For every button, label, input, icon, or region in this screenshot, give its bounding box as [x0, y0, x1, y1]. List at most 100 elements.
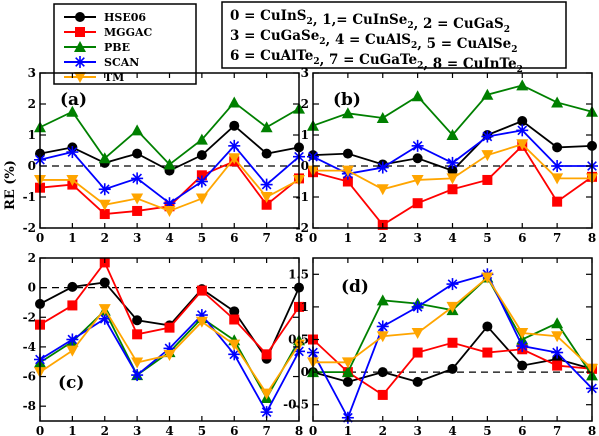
panel-label: (d): [341, 277, 369, 297]
data-point-hse06: [517, 116, 528, 127]
y-tick-label: 1: [28, 128, 36, 142]
data-point-tm: [260, 388, 273, 400]
data-point-tm: [551, 331, 564, 343]
series-line-mggac: [39, 260, 300, 356]
x-tick-label: 7: [553, 231, 561, 245]
panel-label: (c): [58, 373, 84, 393]
x-tick-label: 1: [344, 231, 352, 245]
chart-panel-a: 0 1 2 3 4 5 6 7 8 -2 -1 0 1 2 3 (a): [23, 66, 305, 245]
y-tick-label: -8: [23, 399, 36, 413]
x-tick-label: 2: [379, 231, 387, 245]
y-tick-label: 1: [301, 300, 309, 314]
x-tick-label: 3: [413, 231, 421, 245]
y-tick-label: -0.5: [283, 398, 309, 412]
x-tick-label: 4: [448, 231, 456, 245]
x-tick-label: 3: [413, 424, 421, 436]
data-point-pbe: [98, 152, 111, 164]
x-tick-label: 0: [309, 231, 317, 245]
legend-marker-scan: [74, 56, 86, 68]
y-tick-label: 2: [28, 251, 36, 265]
series-line-pbe: [39, 101, 300, 166]
data-point-tm: [195, 193, 208, 205]
legend-label-pbe: PBE: [104, 41, 130, 54]
x-tick-label: 6: [518, 231, 526, 245]
data-point-hse06: [412, 153, 423, 164]
panel-label: (b): [333, 90, 361, 110]
data-point-pbe: [228, 96, 241, 108]
x-tick-label: 8: [588, 424, 596, 436]
data-point-tm: [516, 327, 529, 339]
y-tick-label: 0: [301, 159, 309, 173]
legend-marker-tm: [74, 72, 86, 83]
x-tick-label: 8: [295, 424, 303, 436]
data-point-scan: [446, 156, 459, 169]
data-point-scan: [376, 320, 389, 333]
data-point-scan: [516, 124, 529, 137]
data-point-tm: [131, 193, 144, 205]
x-tick-label: 5: [198, 231, 206, 245]
data-point-tm: [446, 173, 459, 185]
x-tick-label: 5: [198, 424, 206, 436]
data-point-pbe: [195, 133, 208, 145]
data-point-tm: [66, 345, 79, 357]
data-point-scan: [131, 369, 144, 382]
data-point-pbe: [376, 294, 389, 306]
x-tick-label: 1: [344, 424, 352, 436]
x-tick-label: 3: [133, 231, 141, 245]
data-point-mggac: [196, 170, 207, 181]
y-tick-label: 0: [28, 281, 36, 295]
data-point-tm: [446, 301, 459, 313]
data-point-hse06: [517, 360, 528, 371]
chart-panel-d: 0 1 2 3 4 5 6 7 8-0.500.511.5(d): [283, 257, 598, 436]
y-tick-label: -2: [23, 221, 36, 235]
data-point-tm: [163, 205, 176, 217]
data-point-tm: [411, 174, 424, 186]
x-tick-label: 1: [68, 424, 76, 436]
data-point-hse06: [67, 281, 78, 292]
legend-entry-mggac: MGGAC: [64, 26, 152, 39]
data-point-tm: [98, 199, 111, 211]
data-point-scan: [260, 178, 273, 191]
data-point-pbe: [341, 107, 354, 119]
x-tick-label: 2: [101, 231, 109, 245]
legend-marker-mggac: [75, 27, 85, 37]
y-tick-label: 0.5: [288, 333, 309, 347]
legend-label-tm: TM: [104, 71, 124, 84]
data-point-scan: [66, 333, 79, 346]
data-point-hse06: [342, 148, 353, 159]
x-tick-label: 4: [165, 231, 173, 245]
data-point-hse06: [196, 150, 207, 161]
data-point-hse06: [447, 165, 458, 176]
x-tick-label: 7: [553, 424, 561, 436]
y-tick-label: -1: [296, 190, 309, 204]
data-point-mggac: [482, 347, 493, 358]
data-point-scan: [131, 172, 144, 185]
x-tick-label: 7: [262, 424, 270, 436]
y-tick-label: -4: [23, 340, 36, 354]
data-point-mggac: [412, 347, 423, 358]
series-tm: [34, 153, 305, 217]
data-point-mggac: [377, 389, 388, 400]
data-point-tm: [376, 184, 389, 196]
data-point-mggac: [164, 322, 175, 333]
x-tick-label: 0: [36, 424, 44, 436]
materials-key-line-1: 0 = CuInS2, 1,= CuInSe2, 2 = CuGaS2: [230, 8, 510, 35]
y-axis-label: RE (%): [3, 160, 18, 210]
chart-panel-c: 0 1 2 3 4 5 6 7 8 -8 -6 -4 -2 0 2 (c): [23, 251, 305, 436]
data-point-mggac: [261, 349, 272, 360]
data-point-mggac: [229, 314, 240, 325]
data-point-mggac: [196, 285, 207, 296]
data-point-scan: [411, 139, 424, 152]
legend-marker-hse06: [75, 12, 85, 22]
x-tick-label: 7: [262, 231, 270, 245]
data-point-scan: [228, 139, 241, 152]
data-point-pbe: [516, 79, 529, 91]
data-point-hse06: [377, 367, 388, 378]
legend-label-mggac: MGGAC: [104, 26, 152, 39]
data-point-tm: [341, 357, 354, 369]
data-point-mggac: [447, 184, 458, 195]
data-point-scan: [66, 146, 79, 159]
data-point-scan: [446, 278, 459, 291]
